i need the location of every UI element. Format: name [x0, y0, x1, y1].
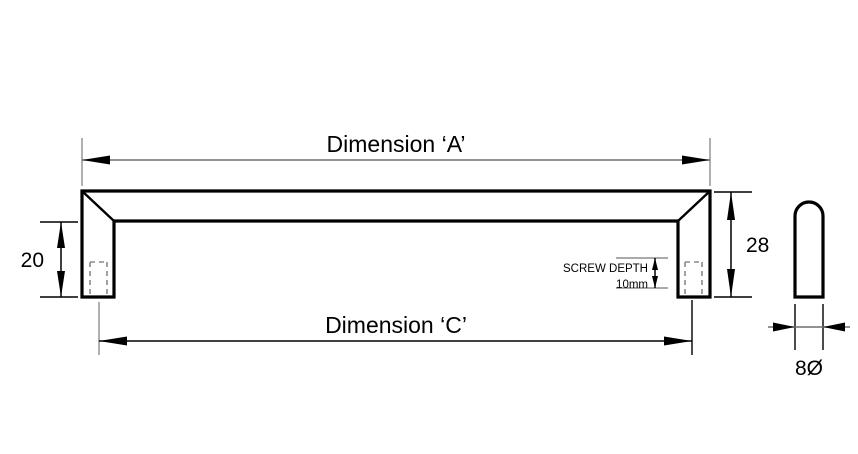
dimension-20-arrow-top-icon: [57, 222, 65, 248]
screw-hole-left-hidden-icon: [89, 261, 108, 296]
screw-depth-note-line1: SCREW DEPTH: [563, 263, 648, 275]
dimension-a-label: Dimension ‘A’: [327, 131, 466, 157]
dimension-8-diameter-group: 8Ø: [768, 304, 850, 380]
dimension-a-arrow-right-icon: [682, 155, 710, 165]
bar-profile-outline: [793, 200, 825, 299]
screw-hole-right-hidden-icon: [684, 261, 703, 296]
dimension-c-label: Dimension ‘C’: [325, 312, 467, 338]
dimension-28-arrow-top-icon: [727, 192, 735, 220]
dimension-c-group: Dimension ‘C’: [98, 300, 693, 355]
dimension-20-arrow-bottom-icon: [57, 271, 65, 297]
handle-mitre-right: [677, 190, 711, 222]
screw-depth-note-group: SCREW DEPTH 10mm: [563, 257, 668, 291]
dimension-8-arrow-left-icon: [773, 322, 795, 332]
dimension-c-arrow-left-icon: [99, 336, 127, 346]
dimension-20-group: 20: [21, 221, 78, 298]
dimension-a-group: Dimension ‘A’: [81, 131, 711, 186]
handle-mitre-left: [81, 190, 115, 222]
screw-depth-note-line2: 10mm: [616, 279, 648, 291]
dimension-8-diameter-label: 8Ø: [795, 357, 823, 380]
side-section-view: [793, 200, 825, 299]
dimension-a-arrow-left-icon: [82, 155, 110, 165]
dimension-20-label: 20: [21, 249, 44, 272]
dimension-8-arrow-right-icon: [823, 322, 845, 332]
dimension-28-arrow-bottom-icon: [727, 269, 735, 297]
screw-depth-arrow-bottom-icon: [652, 276, 658, 288]
front-elevation-view: [80, 189, 712, 299]
dimension-28-label: 28: [746, 234, 769, 257]
dimension-28-group: 28: [714, 191, 769, 298]
dimension-c-arrow-right-icon: [664, 336, 692, 346]
screw-depth-arrow-top-icon: [652, 258, 658, 270]
